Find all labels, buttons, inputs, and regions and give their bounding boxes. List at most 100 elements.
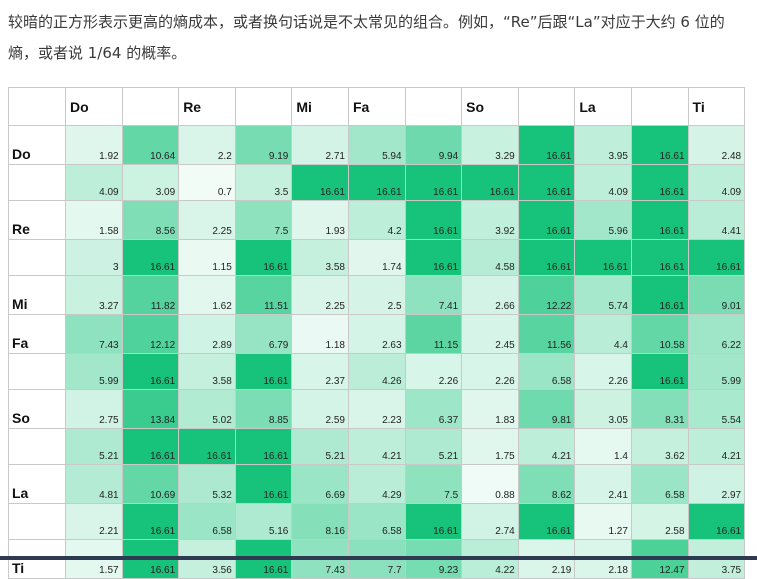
heatmap-cell: 16.61 — [687, 239, 746, 276]
heatmap-cell: 2.59 — [291, 389, 349, 429]
column-header — [404, 87, 463, 126]
heatmap-cell: 16.61 — [517, 503, 576, 540]
heatmap-cell: 6.58 — [630, 464, 689, 504]
heatmap-cell: 5.96 — [574, 200, 632, 240]
heatmap-cell: 16.61 — [630, 164, 689, 201]
heatmap-cell: 16.61 — [234, 239, 293, 276]
heatmap-cell: 6.22 — [687, 314, 746, 354]
heatmap-row: 4.09 3.09 0.7 3.5 16.61 16.61 16.61 16.61 16.61 4… — [8, 164, 746, 201]
heatmap-cell: 3.05 — [574, 389, 632, 429]
column-header — [121, 87, 180, 126]
heatmap-cell: 10.64 — [121, 125, 180, 165]
heatmap-cell: 16.61 — [404, 239, 463, 276]
heatmap-cell: 4.58 — [461, 239, 519, 276]
heatmap-cell: 1.27 — [574, 503, 632, 540]
heatmap-cell: 4.09 — [65, 164, 123, 201]
corner-cell — [8, 87, 66, 126]
row-header: Re — [8, 200, 66, 240]
heatmap-cell: 2.25 — [178, 200, 236, 240]
column-header: Ti — [687, 87, 746, 126]
heatmap-row: Fa 7.43 12.12 2.89 6.79 1.18 2.63 11.15 2.45 11.5… — [8, 314, 746, 354]
heatmap-cell: 13.84 — [121, 389, 180, 429]
heatmap-row: Mi 3.27 11.82 1.62 11.51 2.25 2.5 7.41 2.66 12.22… — [8, 275, 746, 315]
intro-paragraph: 较暗的正方形表示更高的熵成本，或者换句话说是不太常见的组合。例如，“Re”后跟“… — [8, 13, 725, 62]
heatmap-cell: 5.74 — [574, 275, 632, 315]
heatmap-cell: 2.66 — [461, 275, 519, 315]
row-header — [8, 503, 66, 540]
heatmap-cell: 16.61 — [630, 275, 689, 315]
heatmap-cell: 5.21 — [65, 428, 123, 465]
heatmap-cell: 16.61 — [517, 200, 576, 240]
heatmap-cell: 2.26 — [461, 353, 519, 390]
heatmap-cell: 16.61 — [347, 164, 406, 201]
row-header: Do — [8, 125, 66, 165]
heatmap-cell: 4.21 — [517, 428, 576, 465]
heatmap-cell: 9.81 — [517, 389, 576, 429]
column-header: Mi — [291, 87, 349, 126]
heatmap-cell: 5.94 — [347, 125, 406, 165]
row-header: Mi — [8, 275, 66, 315]
heatmap-cell: 1.93 — [291, 200, 349, 240]
heatmap-cell: 2.48 — [687, 125, 746, 165]
heatmap-cell: 16.61 — [517, 125, 576, 165]
heatmap-cell: 2.45 — [461, 314, 519, 354]
heatmap-cell: 7.41 — [404, 275, 463, 315]
heatmap-cell: 16.61 — [630, 239, 689, 276]
heatmap-cell: 12.22 — [517, 275, 576, 315]
column-header — [630, 87, 689, 126]
heatmap-cell: 5.21 — [291, 428, 349, 465]
heatmap-cell: 2.58 — [630, 503, 689, 540]
column-header: Fa — [347, 87, 406, 126]
heatmap-cell: 5.16 — [234, 503, 293, 540]
heatmap-cell: 9.01 — [687, 275, 746, 315]
heatmap-cell: 3.58 — [178, 353, 236, 390]
row-header: So — [8, 389, 66, 429]
heatmap-cell: 16.61 — [121, 503, 180, 540]
heatmap-cell: 7.5 — [234, 200, 293, 240]
heatmap-cell: 3.58 — [291, 239, 349, 276]
column-header: So — [461, 87, 519, 126]
heatmap-cell: 2.5 — [347, 275, 406, 315]
heatmap-cell: 16.61 — [234, 464, 293, 504]
heatmap-cell: 6.69 — [291, 464, 349, 504]
heatmap-cell: 16.61 — [234, 428, 293, 465]
heatmap-cell: 9.19 — [234, 125, 293, 165]
heatmap-cell: 7.5 — [404, 464, 463, 504]
heatmap-cell: 16.61 — [121, 353, 180, 390]
heatmap-cell: 4.26 — [347, 353, 406, 390]
heatmap-cell: 4.81 — [65, 464, 123, 504]
heatmap-cell: 2.41 — [574, 464, 632, 504]
heatmap-cell: 16.61 — [234, 353, 293, 390]
heatmap-cell: 16.61 — [178, 428, 236, 465]
heatmap-cell: 5.02 — [178, 389, 236, 429]
heatmap-cell: 1.75 — [461, 428, 519, 465]
heatmap-cell: 3.27 — [65, 275, 123, 315]
heatmap-cell: 3.09 — [121, 164, 180, 201]
heatmap-cell: 2.97 — [687, 464, 746, 504]
heatmap-cell: 1.18 — [291, 314, 349, 354]
column-header: La — [574, 87, 632, 126]
heatmap-row: 5.99 16.61 3.58 16.61 2.37 4.26 2.26 2.26 6.58 2.… — [8, 353, 746, 390]
heatmap-cell: 8.62 — [517, 464, 576, 504]
heatmap-cell: 2.74 — [461, 503, 519, 540]
column-header: Re — [178, 87, 236, 126]
heatmap-cell: 11.15 — [404, 314, 463, 354]
heatmap-cell: 11.51 — [234, 275, 293, 315]
heatmap-cell: 2.21 — [65, 503, 123, 540]
heatmap-cell: 2.75 — [65, 389, 123, 429]
row-header: La — [8, 464, 66, 504]
heatmap-cell: 0.7 — [178, 164, 236, 201]
heatmap-row: 5.21 16.61 16.61 16.61 5.21 4.21 5.21 1.75 4.21 1… — [8, 428, 746, 465]
heatmap-cell: 4.41 — [687, 200, 746, 240]
footer-bar — [0, 556, 757, 560]
heatmap-cell: 16.61 — [630, 125, 689, 165]
heatmap-cell: 16.61 — [517, 239, 576, 276]
heatmap-cell: 3.62 — [630, 428, 689, 465]
heatmap-row: 3 16.61 1.15 16.61 3.58 1.74 16.61 4.58 16.61 16.… — [8, 239, 746, 276]
heatmap-cell: 5.99 — [687, 353, 746, 390]
heatmap-cell: 6.37 — [404, 389, 463, 429]
heatmap-cell: 16.61 — [517, 164, 576, 201]
heatmap-cell: 6.79 — [234, 314, 293, 354]
heatmap-cell: 16.61 — [461, 164, 519, 201]
heatmap-cell: 2.23 — [347, 389, 406, 429]
